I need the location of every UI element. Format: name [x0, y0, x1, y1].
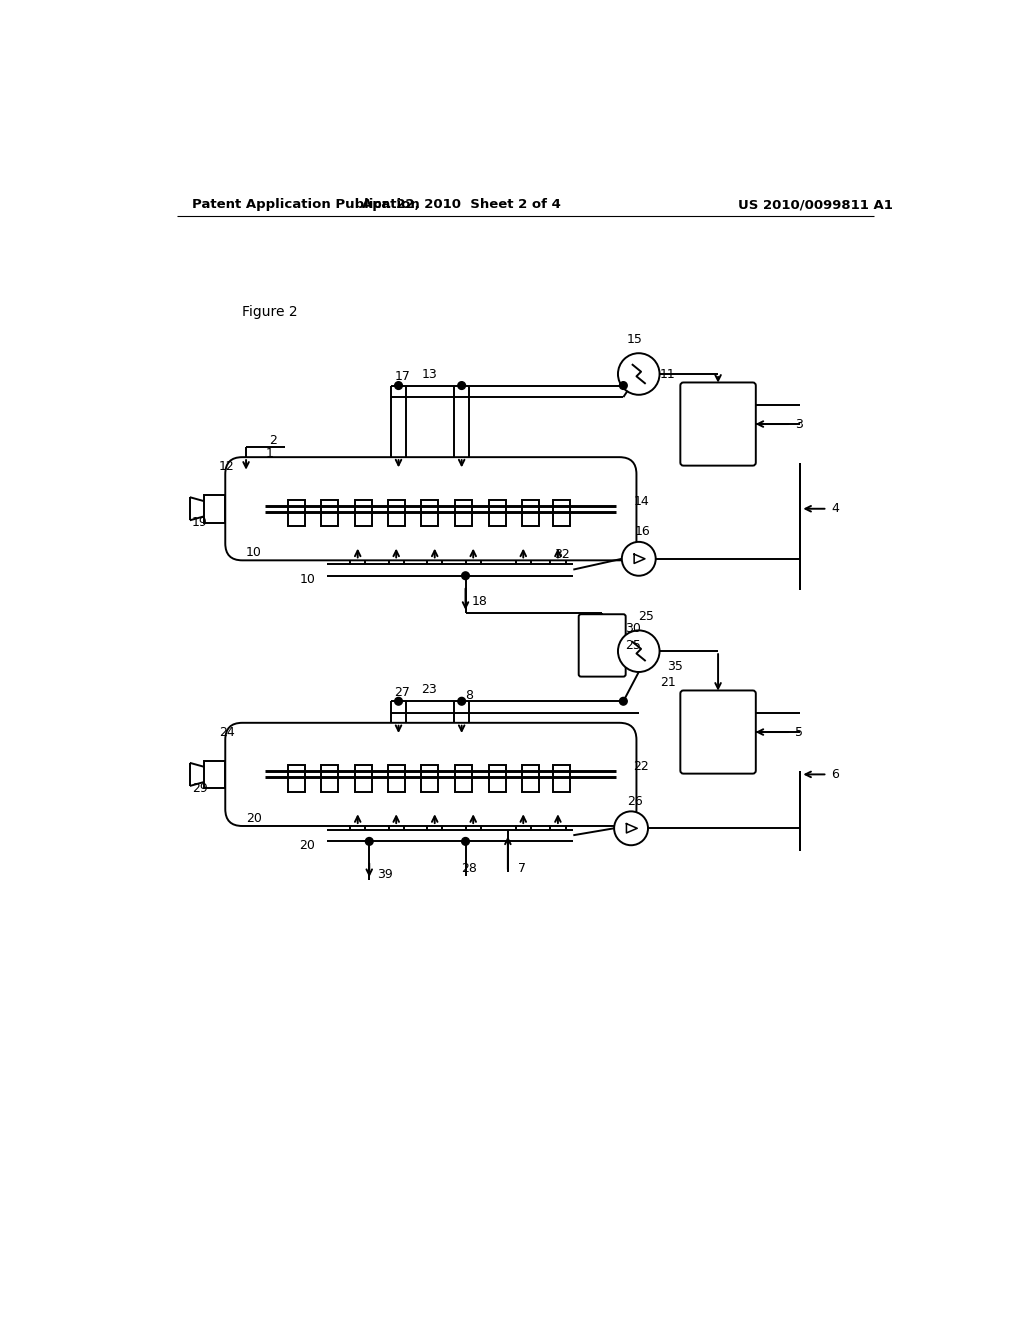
Text: 32: 32	[554, 548, 569, 561]
Bar	[488, 499, 506, 527]
Circle shape	[622, 543, 655, 576]
Bar	[421, 499, 438, 527]
Text: 30: 30	[625, 622, 641, 635]
Text: 15: 15	[627, 333, 643, 346]
Text: Apr. 22, 2010  Sheet 2 of 4: Apr. 22, 2010 Sheet 2 of 4	[362, 198, 561, 211]
Text: 10: 10	[246, 546, 262, 560]
Text: 18: 18	[471, 594, 487, 607]
Bar	[421, 766, 438, 792]
Text: 2: 2	[269, 434, 276, 447]
Bar	[553, 766, 570, 792]
Text: 20: 20	[299, 838, 315, 851]
Bar	[354, 499, 372, 527]
Bar	[288, 766, 304, 792]
Text: 14: 14	[633, 495, 649, 508]
Text: Patent Application Publication: Patent Application Publication	[193, 198, 420, 211]
FancyBboxPatch shape	[680, 383, 756, 466]
Text: 6: 6	[831, 768, 839, 781]
Text: 4: 4	[831, 502, 839, 515]
Text: 23: 23	[422, 684, 437, 696]
Text: 25: 25	[625, 639, 641, 652]
Text: 29: 29	[193, 781, 208, 795]
Bar	[204, 760, 225, 788]
Text: 39: 39	[377, 869, 392, 880]
Circle shape	[462, 572, 469, 579]
Text: 26: 26	[627, 795, 643, 808]
Text: 8: 8	[465, 689, 473, 702]
Text: 24: 24	[219, 726, 234, 739]
Circle shape	[458, 381, 466, 389]
Bar	[553, 499, 570, 527]
Text: 19: 19	[193, 516, 208, 529]
Text: 35: 35	[667, 660, 683, 673]
Bar	[455, 499, 472, 527]
Text: 16: 16	[635, 525, 650, 539]
Bar	[388, 766, 404, 792]
Text: US 2010/0099811 A1: US 2010/0099811 A1	[738, 198, 893, 211]
Text: 11: 11	[660, 367, 676, 380]
FancyBboxPatch shape	[225, 723, 637, 826]
Circle shape	[394, 381, 402, 389]
Text: 13: 13	[422, 367, 437, 380]
Text: 5: 5	[795, 726, 803, 739]
Bar	[522, 499, 540, 527]
Circle shape	[617, 631, 659, 672]
FancyBboxPatch shape	[225, 457, 637, 561]
Circle shape	[617, 354, 659, 395]
Text: 22: 22	[633, 760, 649, 774]
Circle shape	[620, 381, 628, 389]
Bar	[522, 766, 540, 792]
Text: 10: 10	[299, 573, 315, 586]
Text: 1: 1	[265, 446, 273, 459]
Circle shape	[366, 837, 373, 845]
Bar	[321, 499, 338, 527]
Text: Figure 2: Figure 2	[243, 305, 298, 319]
Circle shape	[394, 697, 402, 705]
Text: 12: 12	[219, 459, 234, 473]
Circle shape	[462, 837, 469, 845]
FancyBboxPatch shape	[680, 690, 756, 774]
Bar	[354, 766, 372, 792]
Text: 7: 7	[518, 862, 525, 875]
Bar	[455, 766, 472, 792]
Text: 28: 28	[462, 862, 477, 875]
Circle shape	[620, 697, 628, 705]
Bar	[204, 495, 225, 523]
FancyBboxPatch shape	[579, 614, 626, 677]
Bar	[388, 499, 404, 527]
Circle shape	[614, 812, 648, 845]
Text: 25: 25	[639, 610, 654, 623]
Text: 17: 17	[394, 370, 411, 383]
Text: 20: 20	[246, 812, 262, 825]
Text: 21: 21	[660, 676, 676, 689]
Text: 3: 3	[795, 417, 803, 430]
Bar	[288, 499, 304, 527]
Bar	[321, 766, 338, 792]
Text: 27: 27	[394, 685, 411, 698]
Bar	[488, 766, 506, 792]
Circle shape	[458, 697, 466, 705]
